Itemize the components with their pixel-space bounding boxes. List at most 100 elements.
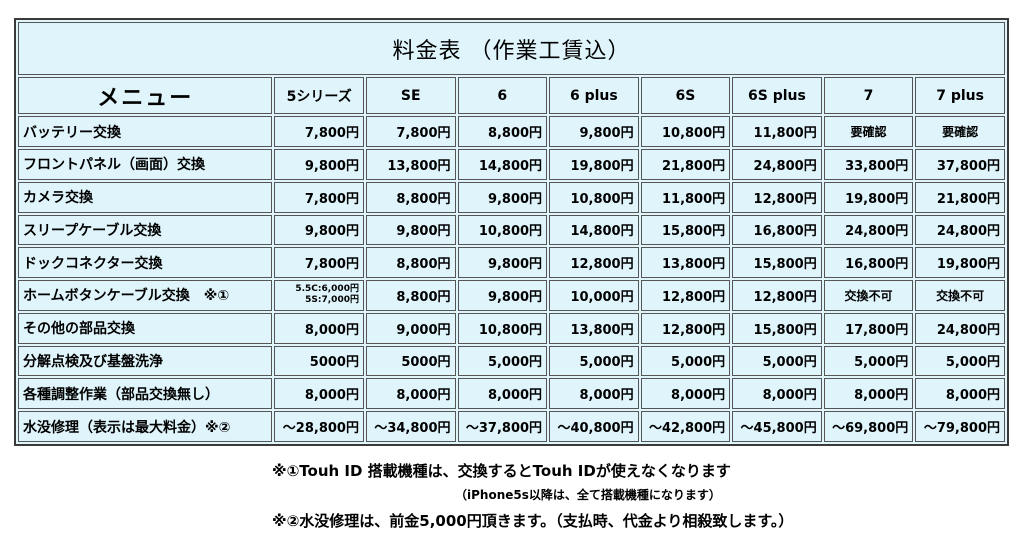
price-cell: 21,800円 bbox=[640, 148, 731, 180]
price-cell: 19,800円 bbox=[823, 181, 914, 213]
price-cell: 7,800円 bbox=[365, 116, 456, 147]
model-header: 6S plus bbox=[732, 77, 822, 115]
price-cell: 5000円 bbox=[365, 345, 456, 377]
price-cell: ～69,800円 bbox=[823, 411, 914, 442]
price-cell: 13,800円 bbox=[365, 148, 456, 180]
footnote-1-sub: （iPhone5s以降は、全て搭載機種になります） bbox=[455, 488, 721, 502]
price-cell: 8,800円 bbox=[365, 247, 456, 279]
price-cell: 交換不可 bbox=[823, 280, 914, 311]
table-row: フロントパネル（画面）交換 9,800円 13,800円 14,800円 19,800円… bbox=[18, 148, 1005, 180]
price-cell: 13,800円 bbox=[549, 312, 639, 344]
price-cell: 5,000円 bbox=[457, 345, 548, 377]
price-cell: 8,000円 bbox=[457, 378, 548, 410]
price-cell: 8,800円 bbox=[457, 116, 548, 147]
price-cell: ～42,800円 bbox=[640, 411, 731, 442]
page-title: 料金表 （作業工賃込） bbox=[18, 22, 1005, 76]
price-cell: 15,800円 bbox=[732, 247, 822, 279]
price-cell: 5,000円 bbox=[915, 345, 1005, 377]
price-cell: 10,800円 bbox=[549, 181, 639, 213]
price-cell: 10,800円 bbox=[457, 312, 548, 344]
price-cell: 15,800円 bbox=[640, 214, 731, 246]
price-cell: 5,000円 bbox=[640, 345, 731, 377]
footnote-2: ※②水没修理は、前金5,000円頂きます。（支払時、代金より相殺致します。） bbox=[272, 512, 794, 530]
price-cell: 8,000円 bbox=[640, 378, 731, 410]
price-cell: 10,800円 bbox=[640, 116, 731, 147]
price-table: 料金表 （作業工賃込） メニュー 5シリーズ SE 6 6 plus 6S 6S… bbox=[16, 20, 1007, 444]
price-cell: 8,000円 bbox=[823, 378, 914, 410]
model-header: 6 bbox=[457, 77, 548, 115]
price-cell: 8,000円 bbox=[915, 378, 1005, 410]
table-row: その他の部品交換 8,000円 9,000円 10,800円 13,800円 12,800… bbox=[18, 312, 1005, 344]
footnote-1: ※①Touh ID 搭載機種は、交換するとTouh IDが使えなくなります bbox=[272, 462, 731, 480]
price-cell: 24,800円 bbox=[823, 214, 914, 246]
price-cell: 24,800円 bbox=[732, 148, 822, 180]
price-cell: ～40,800円 bbox=[549, 411, 639, 442]
row-label: カメラ交換 bbox=[18, 181, 273, 213]
model-header: 5シリーズ bbox=[274, 77, 364, 115]
price-cell: 37,800円 bbox=[915, 148, 1005, 180]
row-label: バッテリー交換 bbox=[18, 116, 273, 147]
price-cell: 9,800円 bbox=[457, 280, 548, 311]
price-cell: ～79,800円 bbox=[915, 411, 1005, 442]
price-cell: 8,000円 bbox=[732, 378, 822, 410]
model-header: 6 plus bbox=[549, 77, 639, 115]
price-cell: 5,000円 bbox=[732, 345, 822, 377]
price-cell: 8,000円 bbox=[274, 378, 364, 410]
price-cell: 12,800円 bbox=[732, 280, 822, 311]
price-line: 5S:7,000円 bbox=[305, 295, 359, 306]
price-cell: 16,800円 bbox=[732, 214, 822, 246]
price-cell: 8,000円 bbox=[274, 312, 364, 344]
price-cell: 24,800円 bbox=[915, 214, 1005, 246]
price-cell: 8,800円 bbox=[365, 280, 456, 311]
price-cell: 33,800円 bbox=[823, 148, 914, 180]
price-cell: 11,800円 bbox=[640, 181, 731, 213]
row-label: フロントパネル（画面）交換 bbox=[18, 148, 273, 180]
price-cell: 9,800円 bbox=[274, 148, 364, 180]
price-cell: 12,800円 bbox=[732, 181, 822, 213]
model-header: 7 bbox=[823, 77, 914, 115]
price-cell: 9,800円 bbox=[365, 214, 456, 246]
price-cell: 19,800円 bbox=[915, 247, 1005, 279]
model-header: 6S bbox=[640, 77, 731, 115]
price-cell: 交換不可 bbox=[915, 280, 1005, 311]
price-cell: 19,800円 bbox=[549, 148, 639, 180]
price-cell: 17,800円 bbox=[823, 312, 914, 344]
row-label: 各種調整作業（部品交換無し） bbox=[18, 378, 273, 410]
price-cell: 14,800円 bbox=[457, 148, 548, 180]
price-cell: 10,000円 bbox=[549, 280, 639, 311]
table-row: 水没修理（表示は最大料金）※② ～28,800円 ～34,800円 ～37,800円～… bbox=[18, 411, 1005, 442]
price-cell: 7,800円 bbox=[274, 116, 364, 147]
price-cell: 8,800円 bbox=[365, 181, 456, 213]
price-cell: 9,000円 bbox=[365, 312, 456, 344]
price-cell: 8,000円 bbox=[365, 378, 456, 410]
table-row: ホームボタンケーブル交換 ※① 5.5C:6,000円 5S:7,000円 8,800… bbox=[18, 280, 1005, 311]
table-row: ドックコネクター交換 7,800円 8,800円 9,800円 12,800円 13,80… bbox=[18, 247, 1005, 279]
price-cell: 要確認 bbox=[823, 116, 914, 147]
price-cell: ～45,800円 bbox=[732, 411, 822, 442]
row-label: 水没修理（表示は最大料金）※② bbox=[18, 411, 273, 442]
price-table-frame: 料金表 （作業工賃込） メニュー 5シリーズ SE 6 6 plus 6S 6S… bbox=[14, 18, 1009, 446]
price-cell: 13,800円 bbox=[640, 247, 731, 279]
price-cell: 12,800円 bbox=[549, 247, 639, 279]
price-cell: 11,800円 bbox=[732, 116, 822, 147]
price-cell: ～34,800円 bbox=[365, 411, 456, 442]
price-cell: 5,000円 bbox=[549, 345, 639, 377]
price-cell: 5,000円 bbox=[823, 345, 914, 377]
price-cell: 24,800円 bbox=[915, 312, 1005, 344]
row-label: 分解点検及び基盤洗浄 bbox=[18, 345, 273, 377]
row-label: ホームボタンケーブル交換 ※① bbox=[18, 280, 273, 311]
price-cell: 10,800円 bbox=[457, 214, 548, 246]
price-cell: 7,800円 bbox=[274, 181, 364, 213]
price-cell: 9,800円 bbox=[549, 116, 639, 147]
price-cell: ～37,800円 bbox=[457, 411, 548, 442]
price-cell: 15,800円 bbox=[732, 312, 822, 344]
price-cell: 9,800円 bbox=[274, 214, 364, 246]
price-cell: 21,800円 bbox=[915, 181, 1005, 213]
row-label: スリープケーブル交換 bbox=[18, 214, 273, 246]
price-rows: バッテリー交換 7,800円 7,800円 8,800円 9,800円 10,800円 11… bbox=[18, 116, 1005, 442]
row-label: その他の部品交換 bbox=[18, 312, 273, 344]
price-cell: 9,800円 bbox=[457, 181, 548, 213]
price-cell: 8,000円 bbox=[549, 378, 639, 410]
table-row: 各種調整作業（部品交換無し） 8,000円 8,000円 8,000円 8,000円 8,… bbox=[18, 378, 1005, 410]
table-row: バッテリー交換 7,800円 7,800円 8,800円 9,800円 10,800円 11… bbox=[18, 116, 1005, 147]
